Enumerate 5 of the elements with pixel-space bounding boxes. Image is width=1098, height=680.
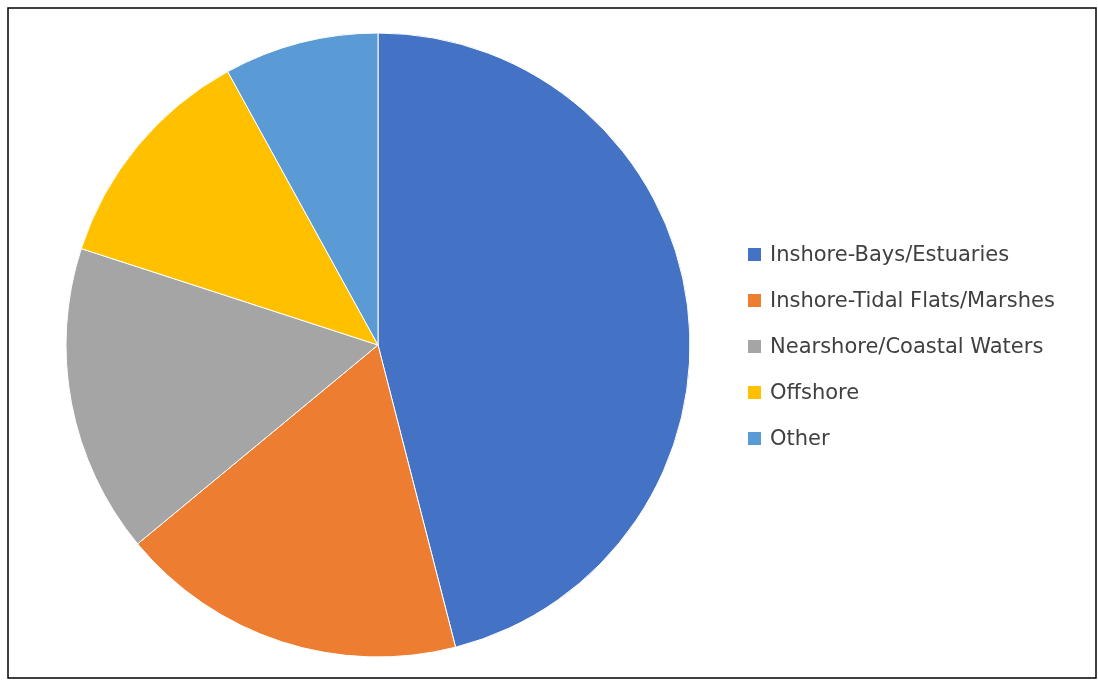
legend-label: Nearshore/Coastal Waters — [770, 334, 1044, 359]
legend-label: Inshore-Bays/Estuaries — [770, 242, 1010, 267]
legend-label: Offshore — [770, 380, 860, 405]
legend-label: Inshore-Tidal Flats/Marshes — [770, 288, 1055, 313]
legend-label: Other — [770, 426, 830, 451]
